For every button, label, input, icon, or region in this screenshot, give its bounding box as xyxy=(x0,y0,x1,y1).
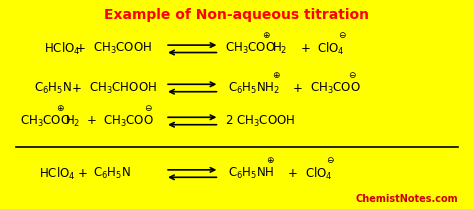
Text: ClO$_4$: ClO$_4$ xyxy=(305,166,333,182)
Text: $\oplus$: $\oplus$ xyxy=(56,103,64,113)
Text: CH$_3$COO: CH$_3$COO xyxy=(225,41,276,56)
Text: C$_6$H$_5$NH: C$_6$H$_5$NH xyxy=(228,166,274,181)
Text: C$_6$H$_5$N: C$_6$H$_5$N xyxy=(35,80,73,96)
Text: $\ominus$: $\ominus$ xyxy=(144,103,153,113)
Text: $\oplus$: $\oplus$ xyxy=(262,31,271,40)
Text: $\oplus$: $\oplus$ xyxy=(265,155,274,165)
Text: HClO$_4$: HClO$_4$ xyxy=(44,41,80,57)
Text: CH$_3$COO: CH$_3$COO xyxy=(103,113,154,129)
Text: HClO$_4$: HClO$_4$ xyxy=(39,166,75,182)
Text: $\ominus$: $\ominus$ xyxy=(337,31,346,40)
Text: H$_2$: H$_2$ xyxy=(65,113,81,129)
Text: $\ominus$: $\ominus$ xyxy=(327,155,335,165)
Text: CH$_3$COOH: CH$_3$COOH xyxy=(93,41,152,56)
Text: CH$_3$CHOOH: CH$_3$CHOOH xyxy=(89,80,156,96)
Text: CH$_3$COO: CH$_3$COO xyxy=(310,80,361,96)
Text: +: + xyxy=(288,167,298,180)
Text: $\oplus$: $\oplus$ xyxy=(272,70,281,80)
Text: +: + xyxy=(76,42,85,55)
Text: ClO$_4$: ClO$_4$ xyxy=(317,41,345,57)
Text: H$_2$: H$_2$ xyxy=(273,41,288,56)
Text: +: + xyxy=(72,82,82,94)
Text: +: + xyxy=(301,42,310,55)
Text: Example of Non-aqueous titration: Example of Non-aqueous titration xyxy=(104,8,370,22)
Text: $\ominus$: $\ominus$ xyxy=(348,70,357,80)
Text: C$_6$H$_5$N: C$_6$H$_5$N xyxy=(93,166,131,181)
Text: +: + xyxy=(292,82,302,94)
Text: +: + xyxy=(87,115,97,127)
Text: CH$_3$COO: CH$_3$COO xyxy=(20,113,71,129)
Text: 2 CH$_3$COOH: 2 CH$_3$COOH xyxy=(225,113,295,129)
Text: +: + xyxy=(78,167,87,180)
Text: C$_6$H$_5$NH$_2$: C$_6$H$_5$NH$_2$ xyxy=(228,80,280,96)
Text: ChemistNotes.com: ChemistNotes.com xyxy=(356,194,458,204)
